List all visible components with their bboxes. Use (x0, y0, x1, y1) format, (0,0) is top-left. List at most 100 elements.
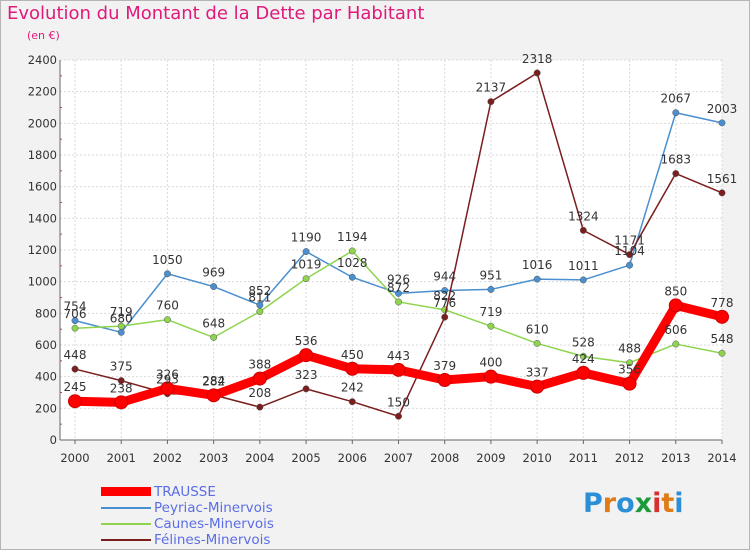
data-label: 536 (295, 334, 318, 348)
y-tick-label: 400 (35, 370, 57, 384)
data-point (299, 348, 314, 363)
x-tick-label: 2005 (291, 451, 320, 465)
legend-label-peyriac: Peyriac-Minervois (154, 500, 273, 516)
legend-swatch-peyriac (101, 507, 151, 509)
y-tick-label: 1600 (28, 180, 57, 194)
data-label: 926 (387, 272, 410, 286)
data-point (163, 316, 171, 324)
data-point (533, 275, 541, 283)
data-point (533, 339, 541, 347)
data-label: 852 (248, 284, 271, 298)
data-point (487, 322, 495, 330)
x-tick-label: 2000 (60, 451, 89, 465)
data-label: 245 (64, 380, 87, 394)
data-point (68, 394, 82, 409)
y-tick-label: 2400 (28, 53, 57, 67)
data-point (668, 298, 683, 313)
data-label: 323 (295, 368, 318, 382)
data-label: 648 (202, 316, 225, 330)
data-point (348, 273, 356, 281)
data-point (672, 109, 680, 117)
data-point (530, 379, 545, 394)
data-point (256, 403, 264, 411)
data-label: 1050 (152, 253, 183, 267)
y-tick-label: 1000 (28, 275, 57, 289)
x-tick-label: 2010 (523, 451, 552, 465)
data-label: 872 (387, 281, 410, 295)
x-tick-label: 2014 (707, 451, 736, 465)
line-chart: 0 200 400 600 800 1000 1200 1400 1600 1800 2000 220… (28, 52, 738, 465)
data-label: 238 (110, 381, 133, 395)
data-label: 400 (479, 356, 502, 370)
data-point (348, 398, 356, 406)
data-point (395, 298, 402, 306)
data-label: 450 (341, 348, 364, 362)
data-point (160, 381, 175, 396)
data-point (302, 248, 310, 256)
data-label: 282 (202, 374, 225, 388)
data-label: 1019 (291, 258, 322, 272)
data-label: 356 (618, 363, 641, 377)
data-point (622, 376, 637, 391)
logo-letter: r (602, 488, 617, 519)
data-point (437, 372, 452, 387)
data-point (579, 352, 587, 360)
series-trausse (68, 298, 729, 410)
data-label: 606 (664, 323, 687, 337)
data-point (252, 371, 267, 386)
data-point (206, 388, 221, 403)
data-label: 337 (526, 366, 549, 380)
data-label: 1011 (568, 259, 599, 273)
data-point (579, 226, 587, 234)
data-point (117, 377, 125, 385)
proxiti-logo: Proxiti (583, 488, 684, 519)
data-label: 242 (341, 381, 364, 395)
data-point (576, 365, 591, 380)
data-label: 1683 (661, 153, 692, 167)
data-label: 375 (110, 360, 133, 374)
data-point (210, 333, 218, 341)
legend-swatch-trausse (101, 487, 151, 496)
data-point (345, 361, 360, 376)
data-label: 2067 (661, 92, 692, 106)
series-f-lines-minervois (71, 69, 726, 420)
x-tick-label: 2007 (384, 451, 413, 465)
data-label: 1324 (568, 209, 599, 223)
x-tick-label: 2006 (338, 451, 367, 465)
data-label: 822 (433, 289, 456, 303)
data-label: 379 (433, 359, 456, 373)
data-label: 208 (248, 386, 271, 400)
legend-label-felines: Félines-Minervois (154, 532, 271, 548)
y-tick-label: 1400 (28, 211, 57, 225)
data-label: 150 (387, 395, 410, 409)
data-label: 443 (387, 349, 410, 363)
data-label: 1028 (337, 256, 368, 270)
x-tick-label: 2008 (430, 451, 459, 465)
data-point (718, 119, 726, 127)
y-tick-label: 1800 (28, 148, 57, 162)
data-point (487, 98, 495, 106)
y-tick-label: 2200 (28, 85, 57, 99)
y-tick-label: 0 (50, 433, 57, 447)
data-point (117, 322, 125, 330)
x-tick-label: 2004 (245, 451, 274, 465)
data-point (483, 369, 498, 384)
data-label: 811 (248, 291, 271, 305)
data-label: 1104 (614, 244, 645, 258)
data-label: 760 (156, 299, 179, 313)
y-tick-label: 2000 (28, 116, 57, 130)
data-label: 326 (156, 367, 179, 381)
x-tick-label: 2011 (569, 451, 598, 465)
data-point (302, 275, 310, 283)
data-label: 1194 (337, 230, 368, 244)
y-tick-label: 800 (35, 306, 57, 320)
data-label: 754 (64, 300, 87, 314)
data-point (533, 69, 541, 77)
data-point (441, 313, 449, 321)
data-label: 2318 (522, 52, 553, 66)
y-tick-label: 1200 (28, 243, 57, 257)
data-label: 778 (711, 296, 734, 310)
data-label: 1561 (707, 172, 738, 186)
data-label: 1190 (291, 231, 322, 245)
data-label: 424 (572, 352, 595, 366)
